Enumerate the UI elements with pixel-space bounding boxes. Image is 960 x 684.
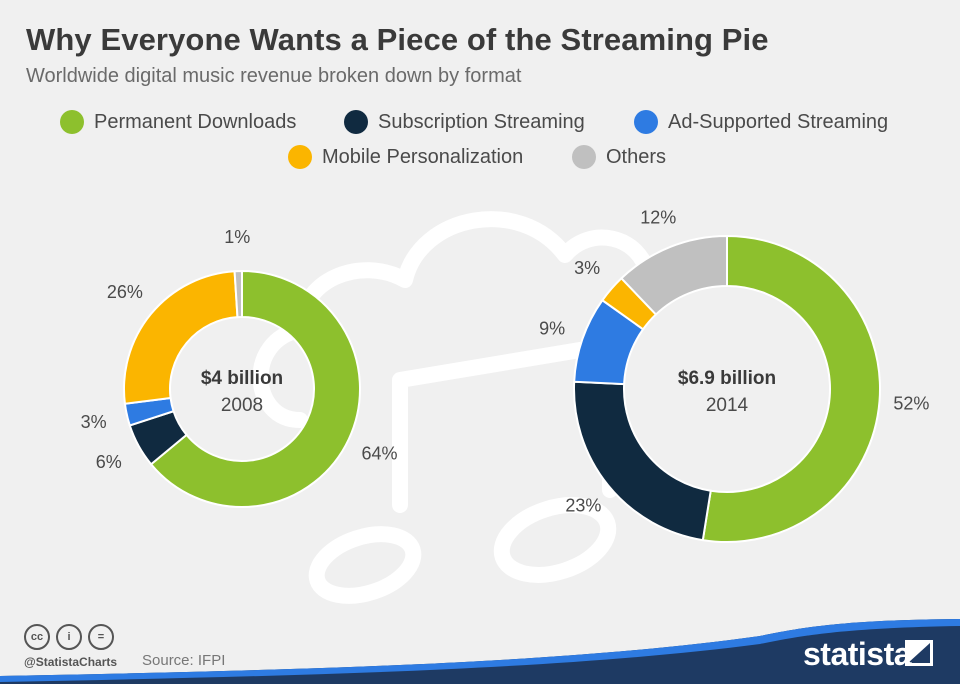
creative-commons-icon: cc — [24, 624, 50, 650]
footer-wave — [0, 619, 960, 684]
slice-label: 3% — [81, 412, 107, 432]
legend-swatch — [572, 145, 596, 169]
music-note-head-right — [493, 497, 617, 583]
legend-item-permanent-downloads: Permanent Downloads — [60, 110, 296, 134]
slice-label: 1% — [224, 227, 250, 247]
slice-permanent-downloads — [701, 234, 881, 543]
legend-item-subscription-streaming: Subscription Streaming — [344, 110, 585, 134]
slice-label: 3% — [574, 258, 600, 278]
attribution-icon: i — [56, 624, 82, 650]
slice-label: 9% — [539, 318, 565, 338]
slice-label: 26% — [107, 282, 143, 302]
legend-item-others: Others — [572, 145, 666, 169]
donut-total: $4 billion — [201, 368, 283, 389]
donut-year: 2008 — [221, 395, 263, 416]
cloud-note-illustration — [252, 211, 656, 604]
license-icons: cc i = — [24, 624, 114, 650]
statista-logo-icon — [905, 640, 933, 666]
donut-year: 2014 — [706, 395, 749, 416]
no-derivatives-icon: = — [88, 624, 114, 650]
slice-permanent-downloads — [149, 269, 361, 508]
donut-total: $6.9 billion — [678, 368, 776, 389]
donut-chart-2014: 52% 23% 9% 3% 12% $6.9 billion 2014 — [539, 207, 929, 543]
legend-label: Permanent Downloads — [94, 110, 297, 133]
donut-charts: 64% 6% 3% 26% 1% $4 billion 2008 52% 23% 9% 3% 12% $… — [81, 207, 929, 543]
chart-subtitle: Worldwide digital music revenue broken d… — [26, 65, 522, 87]
slice-label: 23% — [565, 496, 601, 516]
legend-item-mobile-personalization: Mobile Personalization — [288, 145, 523, 169]
chart-title: Why Everyone Wants a Piece of the Stream… — [26, 22, 769, 57]
legend-label: Subscription Streaming — [378, 110, 585, 133]
music-note-head-left — [308, 526, 422, 604]
cloud-outline — [252, 211, 656, 428]
source-note: Source: IFPI — [142, 652, 226, 669]
legend-label: Mobile Personalization — [322, 145, 524, 168]
legend-label: Ad-Supported Streaming — [668, 110, 889, 133]
slice-others — [233, 269, 243, 319]
legend-swatch — [344, 110, 368, 134]
slice-label: 64% — [362, 444, 398, 464]
legend-swatch — [60, 110, 84, 134]
legend-label: Others — [606, 145, 667, 168]
slice-others — [620, 234, 728, 316]
legend-swatch — [288, 145, 312, 169]
legend-item-ad-supported-streaming: Ad-Supported Streaming — [634, 110, 888, 134]
slice-label: 12% — [640, 207, 676, 227]
slice-label: 6% — [96, 452, 122, 472]
legend-swatch — [634, 110, 658, 134]
donut-chart-2008: 64% 6% 3% 26% 1% $4 billion 2008 — [81, 227, 398, 508]
slice-mobile-personalization — [123, 270, 239, 405]
statista-brand: statista — [803, 636, 912, 672]
slice-label: 52% — [893, 394, 929, 414]
twitter-handle: @StatistaCharts — [24, 655, 118, 669]
footer-wave-highlight — [0, 619, 960, 682]
